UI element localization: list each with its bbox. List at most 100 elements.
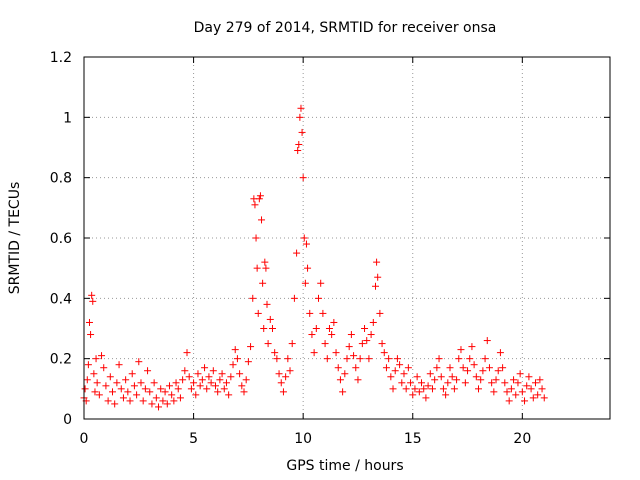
data-point (450, 385, 458, 393)
data-point (284, 355, 292, 363)
data-point (137, 379, 145, 387)
data-point (376, 309, 384, 317)
data-point (446, 364, 454, 372)
data-point (501, 379, 509, 387)
data-point (296, 113, 304, 121)
data-point (336, 376, 344, 384)
data-point (271, 349, 279, 357)
data-point (170, 397, 178, 405)
data-point (308, 331, 316, 339)
data-point (393, 355, 401, 363)
data-point (455, 355, 463, 363)
data-point (165, 382, 173, 390)
data-point (253, 264, 261, 272)
data-point (507, 385, 515, 393)
data-point (90, 370, 98, 378)
data-point (244, 358, 252, 366)
data-point (203, 385, 211, 393)
data-point (106, 373, 114, 381)
data-point (207, 379, 215, 387)
x-axis-label: GPS time / hours (286, 458, 403, 474)
data-point (352, 364, 360, 372)
data-point (317, 279, 325, 287)
x-tick-label: 15 (404, 431, 422, 447)
grid-lines (84, 57, 610, 419)
data-point (148, 400, 156, 408)
data-point (402, 385, 410, 393)
data-point (448, 373, 456, 381)
data-point (198, 376, 206, 384)
data-point (378, 340, 386, 348)
data-point (152, 394, 160, 402)
y-tick-labels: 0 0.2 0.4 0.6 0.8 1 1.2 (50, 50, 72, 428)
data-point (201, 364, 209, 372)
data-point (144, 367, 152, 375)
data-point (139, 397, 147, 405)
data-point (490, 388, 498, 396)
data-point (187, 385, 195, 393)
data-point (428, 385, 436, 393)
plot-frame (83, 56, 611, 420)
data-point (304, 264, 312, 272)
y-axis-label: SRMTID / TECUs (7, 182, 23, 295)
y-tick-label: 1.2 (50, 50, 72, 66)
data-point (92, 355, 100, 363)
data-point (347, 331, 355, 339)
data-point (100, 364, 108, 372)
data-point (527, 385, 535, 393)
data-point (494, 367, 502, 375)
y-tick-label: 0.8 (50, 171, 72, 187)
data-point (196, 382, 204, 390)
data-point (254, 309, 262, 317)
data-point (439, 385, 447, 393)
data-point (225, 391, 233, 399)
data-point (288, 340, 296, 348)
data-point (380, 349, 388, 357)
data-point (521, 397, 529, 405)
data-point (499, 364, 507, 372)
data-point (411, 385, 419, 393)
data-point (240, 388, 248, 396)
data-point (433, 364, 441, 372)
data-point (209, 367, 217, 375)
data-point (183, 349, 191, 357)
data-point (192, 391, 200, 399)
data-point (133, 391, 141, 399)
data-point (258, 216, 266, 224)
data-point (374, 273, 382, 281)
data-point (345, 343, 353, 351)
data-point (262, 264, 270, 272)
data-point (91, 388, 99, 396)
data-point (194, 370, 202, 378)
data-point (89, 297, 97, 305)
data-point (354, 376, 362, 384)
data-point (157, 385, 165, 393)
data-point (122, 376, 130, 384)
data-point (407, 379, 415, 387)
data-point (481, 355, 489, 363)
data-point (275, 370, 283, 378)
data-point (242, 376, 250, 384)
data-point (130, 382, 138, 390)
data-point (512, 391, 520, 399)
chart-title: Day 279 of 2014, SRMTID for receiver ons… (194, 20, 497, 36)
data-point (437, 373, 445, 381)
data-point (472, 373, 480, 381)
data-point (161, 388, 169, 396)
data-point (461, 379, 469, 387)
data-point (104, 397, 112, 405)
data-point (95, 391, 103, 399)
y-tick-label: 0 (63, 412, 72, 428)
data-point (531, 379, 539, 387)
data-point (323, 355, 331, 363)
data-point (297, 104, 305, 112)
data-point (176, 394, 184, 402)
data-point (468, 343, 476, 351)
data-point (83, 376, 91, 384)
y-tick-label: 1 (63, 110, 72, 126)
data-point (277, 379, 285, 387)
data-point (514, 379, 522, 387)
data-point (84, 361, 92, 369)
data-point (415, 388, 423, 396)
